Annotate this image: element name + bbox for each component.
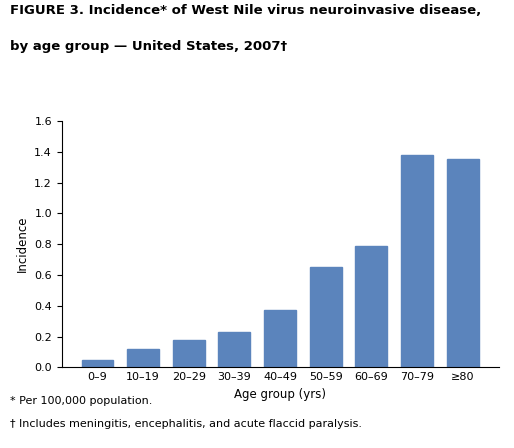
- X-axis label: Age group (yrs): Age group (yrs): [234, 388, 326, 401]
- Bar: [264, 310, 296, 367]
- Bar: [218, 332, 250, 367]
- Text: † Includes meningitis, encephalitis, and acute flaccid paralysis.: † Includes meningitis, encephalitis, and…: [10, 419, 362, 429]
- Bar: [310, 267, 342, 367]
- Bar: [173, 340, 205, 367]
- Bar: [401, 155, 433, 367]
- Bar: [82, 360, 114, 367]
- Bar: [356, 246, 388, 367]
- Bar: [127, 349, 159, 367]
- Bar: [447, 159, 479, 367]
- Text: FIGURE 3. Incidence* of West Nile virus neuroinvasive disease,: FIGURE 3. Incidence* of West Nile virus …: [10, 4, 482, 17]
- Text: * Per 100,000 population.: * Per 100,000 population.: [10, 396, 153, 406]
- Text: by age group — United States, 2007†: by age group — United States, 2007†: [10, 40, 287, 53]
- Y-axis label: Incidence: Incidence: [15, 216, 29, 272]
